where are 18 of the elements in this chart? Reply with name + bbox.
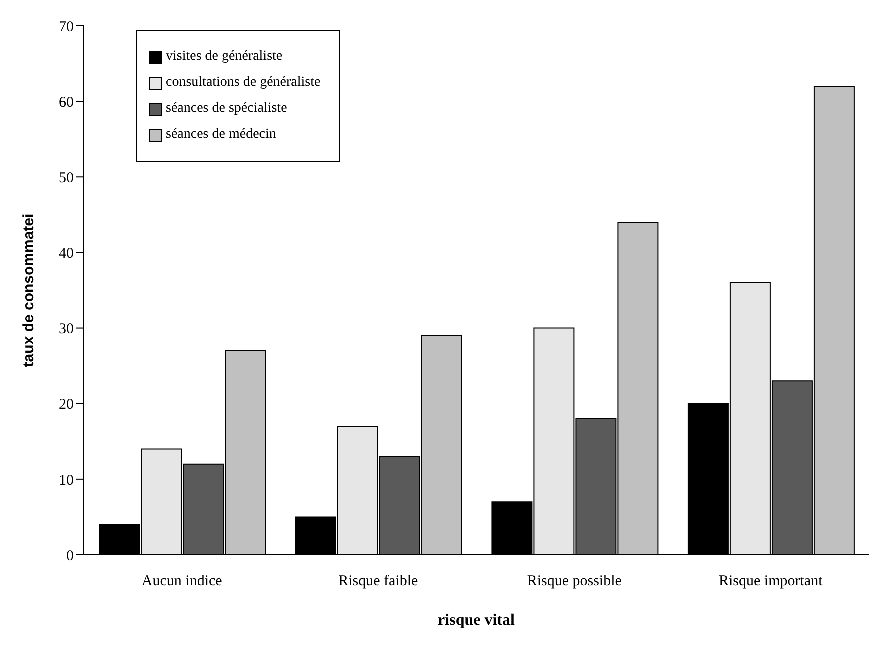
legend-label: visites de généraliste	[166, 49, 283, 65]
y-tick-label: 30	[59, 322, 74, 338]
legend-label: séances de spécialiste	[166, 101, 288, 117]
y-tick-label: 70	[59, 19, 74, 36]
legend-label: consultations de généraliste	[166, 75, 321, 91]
legend-label: séances de médecin	[166, 127, 276, 143]
y-axis-title: taux de consommatei	[20, 214, 38, 368]
y-tick-label: 60	[59, 94, 74, 111]
x-tick-label: Risque possible	[527, 574, 622, 590]
y-tick-label: 10	[59, 472, 74, 489]
x-tick-label: Aucun indice	[142, 574, 223, 590]
y-tick-label: 0	[66, 548, 74, 564]
y-tick-label: 50	[59, 170, 74, 186]
x-tick-label: Risque important	[719, 574, 824, 590]
x-axis-title: risque vital	[438, 612, 516, 629]
y-tick-label: 40	[59, 246, 74, 262]
y-tick-label: 20	[59, 397, 74, 414]
x-tick-label: Risque faible	[338, 574, 418, 590]
